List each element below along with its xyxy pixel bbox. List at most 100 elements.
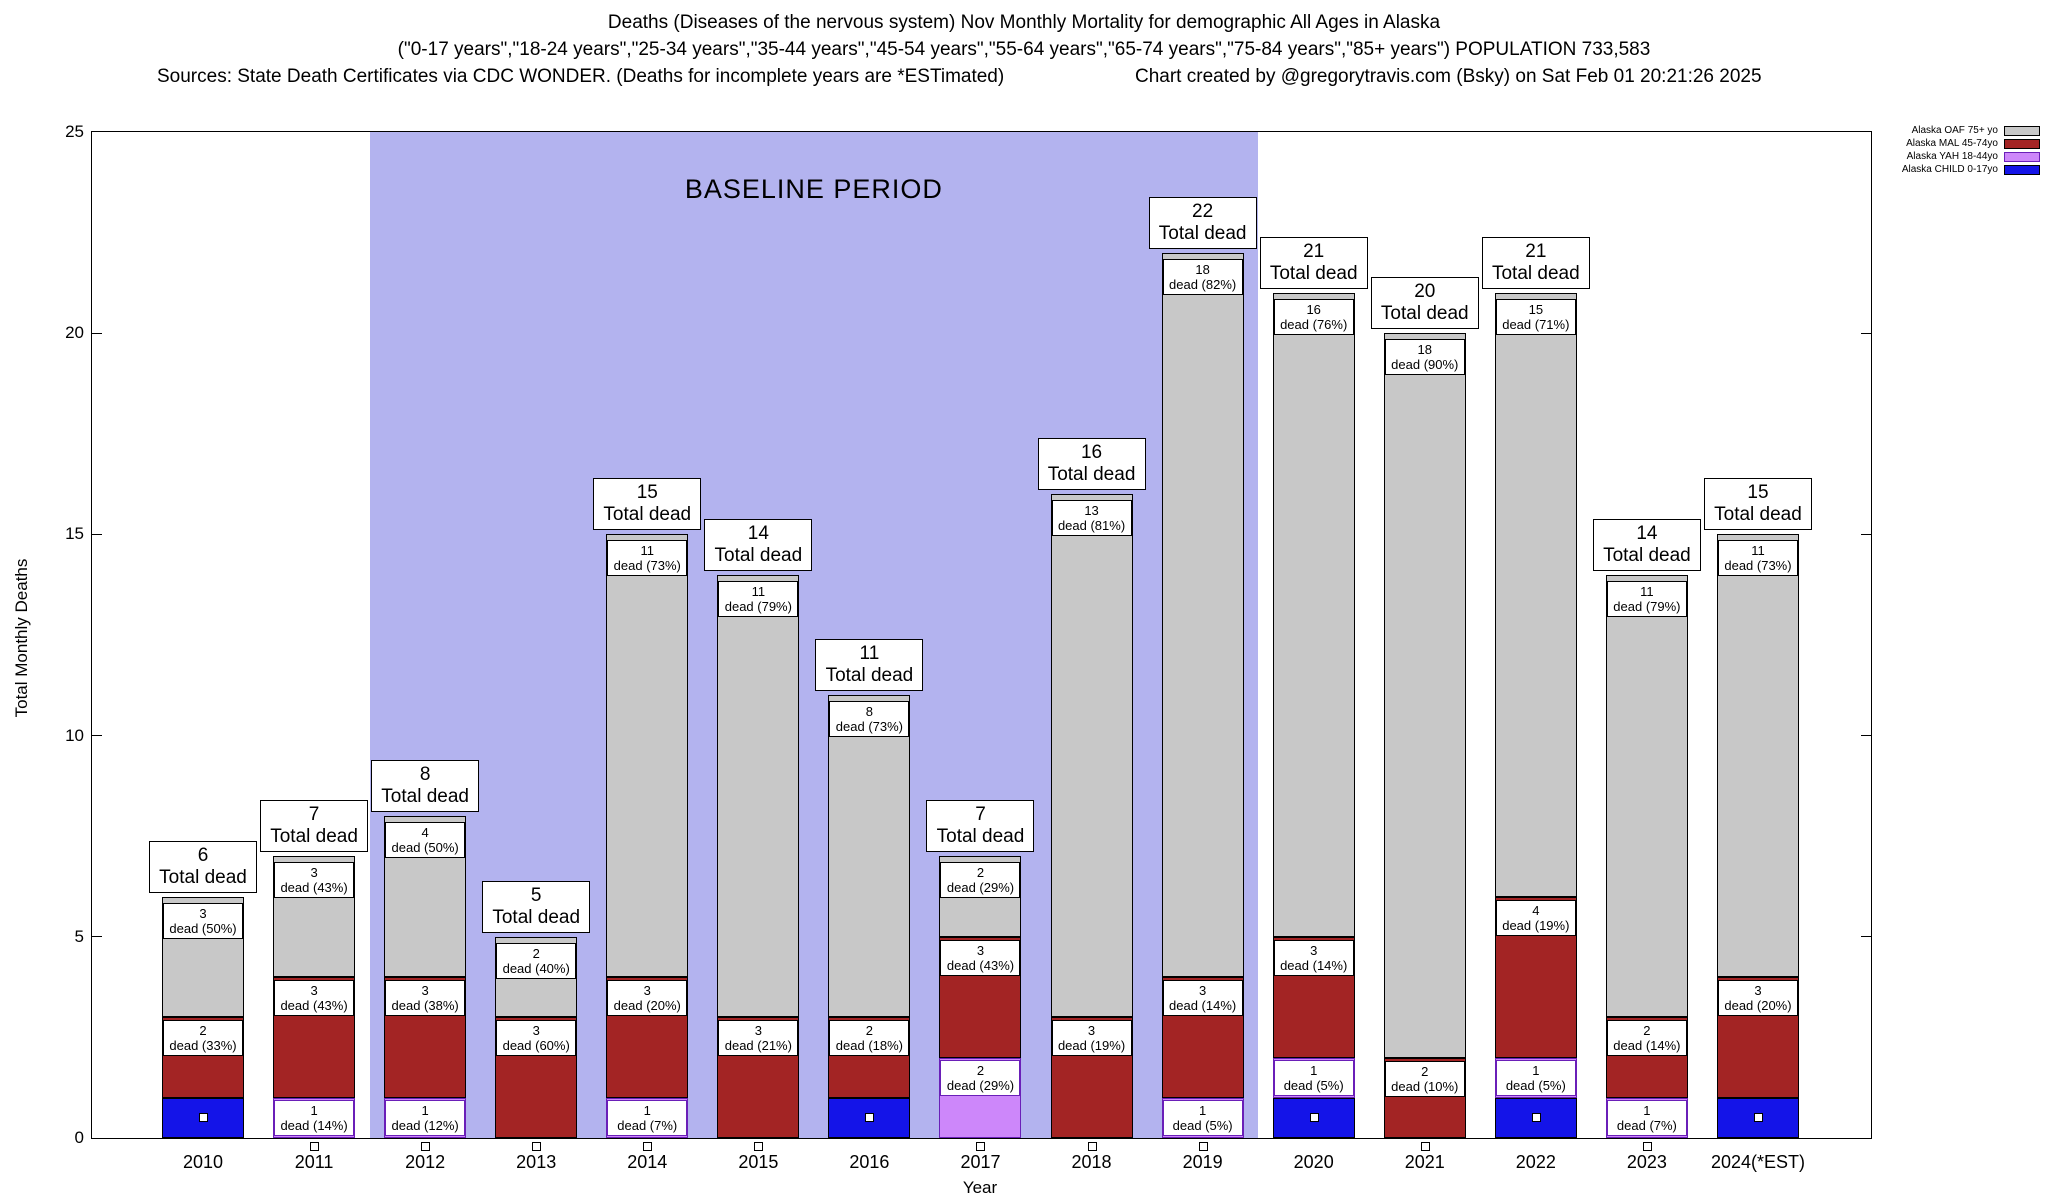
segment-label-mal: 3 dead (21%) [718,1020,799,1057]
y-tick-label: 25 [65,122,84,141]
legend-swatch [2004,139,2040,149]
total-label: 6 Total dead [149,840,257,893]
y-tick-mark [1861,533,1871,535]
segment-label-oaf: 3 dead (43%) [274,862,355,899]
bar-segment-oaf [1494,292,1577,897]
x-tick-label: 2021 [1404,1152,1445,1172]
plot-area: BASELINE PERIOD 0 5 10 15 20 25 2 dead (33%) 3 dea… [65,122,1872,1172]
segment-label-mal: 3 dead (14%) [1273,939,1354,976]
segment-label-yah: 1 dead (5%) [1162,1099,1243,1136]
source-note: Sources: State Death Certificates via CD… [157,66,1005,87]
child-marker [1753,1113,1763,1123]
x-axis-title: Year [962,1178,998,1197]
bar-segment-oaf [1383,333,1466,1058]
x-tick-label: 2018 [1071,1152,1112,1172]
total-label: 7 Total dead [926,800,1035,853]
legend-item: Alaska YAH 18-44yo [1907,152,2040,162]
child-zero-marker [1642,1142,1652,1151]
y-axis-title: Total Monthly Deaths [12,558,31,718]
x-tick-label: 2011 [294,1152,334,1172]
bar-segment-oaf [1050,494,1133,1018]
x-tick-label: 2019 [1182,1152,1223,1172]
bar-segment-oaf [1272,292,1355,937]
segment-label-mal: 2 dead (18%) [829,1020,910,1057]
child-zero-marker [310,1142,320,1151]
y-tick-label: 10 [65,725,84,745]
segment-label-oaf: 15 dead (71%) [1495,298,1576,335]
legend-swatch [2004,152,2040,162]
segment-label-oaf: 16 dead (76%) [1273,298,1354,335]
segment-label-yah: 1 dead (12%) [385,1099,466,1136]
child-zero-marker [421,1142,431,1151]
x-tick-label: 2012 [405,1152,446,1172]
bar-segment-oaf [1716,534,1799,978]
x-tick-label: 2010 [182,1152,224,1172]
segment-label-mal: 3 dead (60%) [496,1020,577,1057]
segment-label-oaf: 13 dead (81%) [1051,500,1132,537]
segment-label-oaf: 2 dead (40%) [496,942,577,979]
segment-label-oaf: 3 dead (50%) [163,902,243,939]
y-tick-mark [92,735,102,737]
chart-title: Deaths (Diseases of the nervous system) … [607,12,1441,33]
segment-label-mal: 3 dead (43%) [274,980,355,1017]
segment-label-yah: 2 dead (29%) [940,1059,1021,1096]
segment-label-oaf: 11 dead (73%) [1717,540,1798,577]
y-tick-label: 5 [74,926,84,946]
segment-label-mal: 2 dead (10%) [1384,1060,1465,1097]
child-marker [865,1113,875,1123]
legend-swatch [2004,165,2040,175]
legend-item: Alaska MAL 45-74yo [1906,139,2040,149]
total-label: 7 Total dead [260,800,369,853]
total-label: 15 Total dead [1703,478,1812,531]
legend-label: Alaska CHILD 0-17yo [1901,164,1998,175]
child-zero-marker [1420,1142,1430,1151]
segment-label-yah: 1 dead (5%) [1273,1059,1354,1096]
x-tick-label: 2023 [1626,1152,1667,1172]
x-tick-label: 2016 [849,1152,890,1172]
segment-label-mal: 3 dead (19%) [1051,1020,1132,1057]
bar-segment-oaf [1605,574,1688,1018]
segment-label-mal: 3 dead (20%) [607,980,688,1017]
child-zero-marker [754,1142,764,1151]
segment-label-mal: 3 dead (43%) [940,939,1021,976]
segment-label-yah: 1 dead (5%) [1495,1059,1576,1096]
segment-label-oaf: 8 dead (73%) [829,701,910,738]
x-tick-label: 2013 [516,1152,557,1172]
y-tick-label: 20 [65,323,84,343]
y-tick-mark [92,533,102,535]
segment-label-yah: 1 dead (14%) [274,1099,355,1136]
total-label: 8 Total dead [371,760,480,813]
child-marker [1531,1113,1541,1123]
y-tick-label: 0 [74,1128,84,1147]
bar-segment-oaf [828,695,911,1018]
x-tick-label: 2015 [738,1152,779,1172]
child-zero-marker [976,1142,986,1151]
y-tick-label: 15 [65,524,84,544]
y-tick-mark [1861,735,1871,737]
total-label: 14 Total dead [704,518,813,571]
total-label: 16 Total dead [1037,438,1146,491]
chart-subtitle: ("0-17 years","18-24 years","25-34 years… [397,39,1651,60]
segment-label-oaf: 2 dead (29%) [940,862,1021,899]
segment-label-mal: 2 dead (14%) [1606,1020,1687,1057]
x-tick-label: 2020 [1293,1152,1334,1172]
segment-label-oaf: 11 dead (73%) [607,540,688,577]
segment-label-oaf: 4 dead (50%) [385,822,466,859]
legend-item: Alaska OAF 75+ yo [1912,126,2040,136]
segment-label-mal: 4 dead (19%) [1495,899,1576,936]
x-tick-label: 2022 [1515,1152,1556,1172]
bar-segment-oaf [717,574,800,1018]
segment-label-oaf: 18 dead (90%) [1384,339,1465,376]
legend-label: Alaska MAL 45-74yo [1906,138,1998,149]
child-zero-marker [1087,1142,1097,1151]
y-tick-mark [1861,332,1871,334]
total-label: 15 Total dead [593,478,702,531]
child-marker [1309,1113,1319,1123]
segment-label-oaf: 11 dead (79%) [1606,580,1687,617]
x-tick-label: 2017 [960,1152,1001,1172]
total-label: 21 Total dead [1481,236,1590,289]
total-label: 20 Total dead [1370,277,1479,330]
total-label: 5 Total dead [482,880,591,933]
total-label: 21 Total dead [1259,236,1368,289]
